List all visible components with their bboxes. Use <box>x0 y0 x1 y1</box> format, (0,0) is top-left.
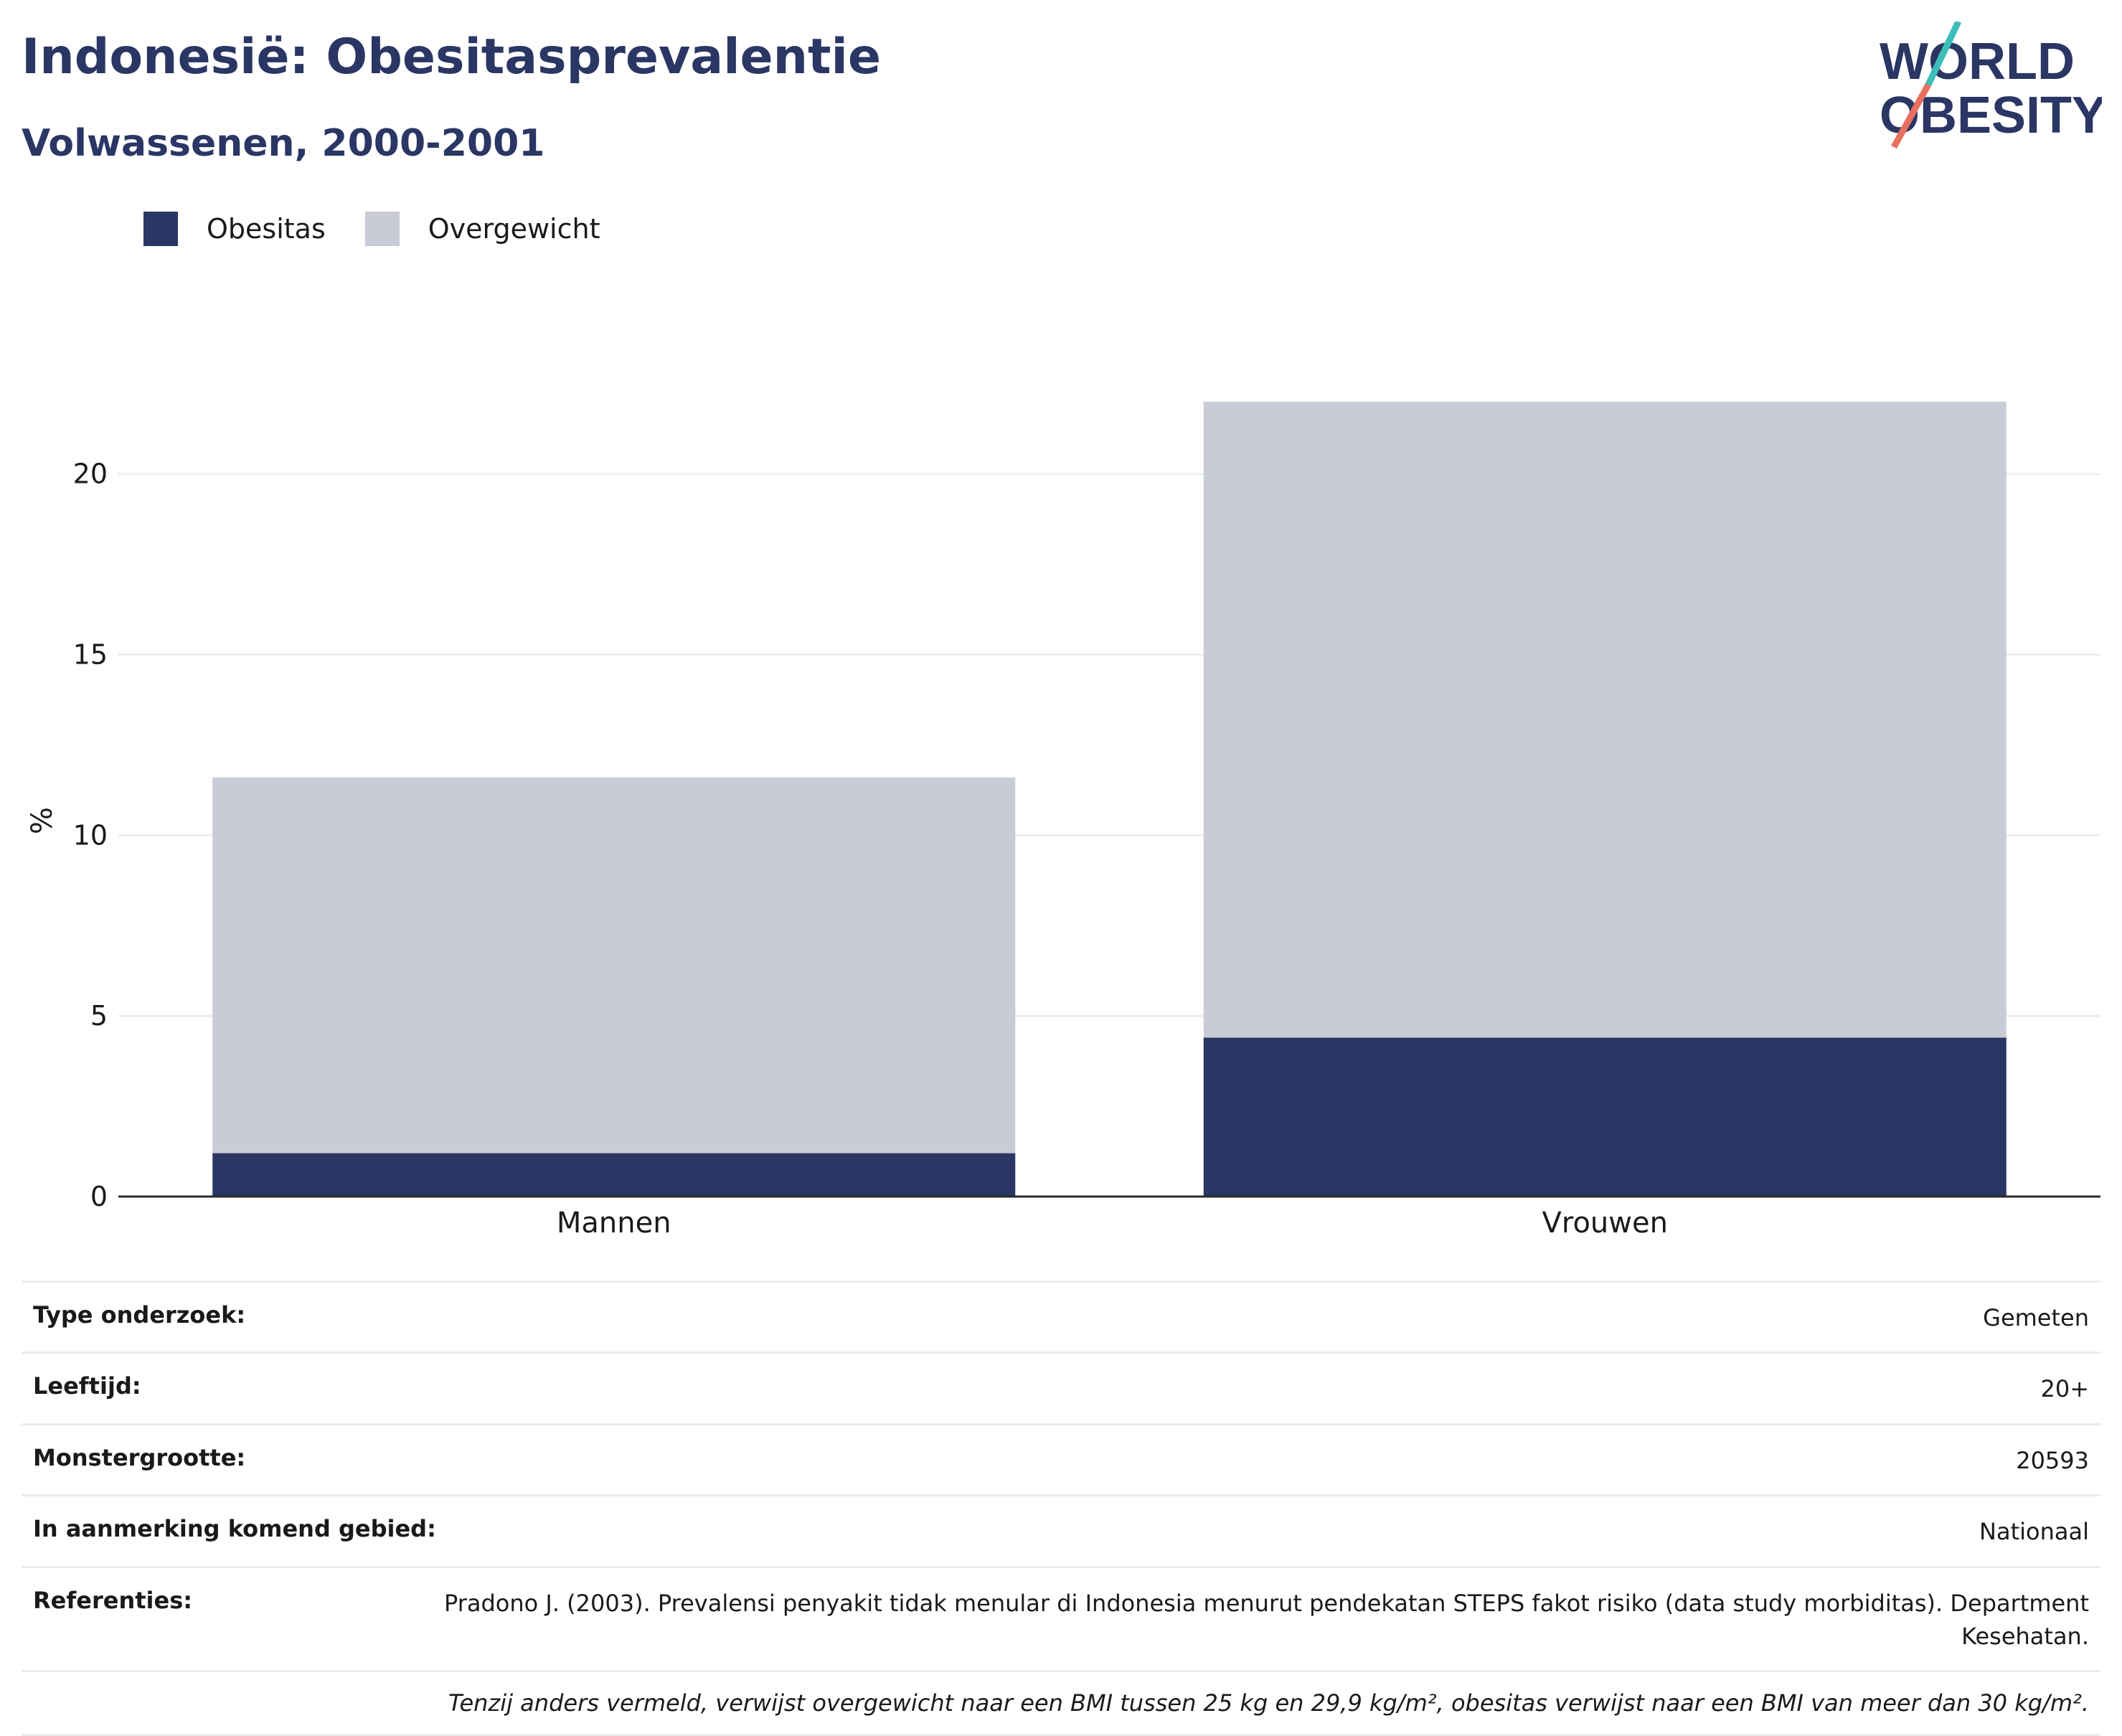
legend-swatch-overweight <box>364 212 400 246</box>
legend-swatch-obesity <box>143 212 178 246</box>
info-label: Monstergrootte: <box>33 1443 246 1471</box>
info-label: Referenties: <box>33 1586 193 1614</box>
bar-obesity-mannen <box>212 1153 1016 1197</box>
info-row-references: Referenties: Pradono J. (2003). Prevalen… <box>22 1565 2100 1671</box>
x-tick-label: Mannen <box>557 1207 671 1240</box>
y-tick-label: 15 <box>73 639 108 671</box>
page-subtitle: Volwassenen, 2000-2001 <box>22 122 545 165</box>
info-value: Pradono J. (2003). Prevalensi penyakit t… <box>443 1589 2089 1650</box>
y-axis-label: % <box>26 807 59 834</box>
info-row-sample-size: Monstergrootte: 20593 <box>22 1423 2100 1494</box>
info-value: Nationaal <box>1979 1518 2089 1546</box>
info-row-area: In aanmerking komend gebied: Nationaal <box>22 1494 2100 1565</box>
bar-overweight-mannen <box>212 777 1016 1154</box>
world-obesity-logo: WORLD OBESITY <box>1880 22 2102 149</box>
legend-item-obesity[interactable]: Obesitas <box>143 212 326 246</box>
svg-text:OBESITY: OBESITY <box>1880 87 2102 144</box>
y-tick-label: 0 <box>90 1181 108 1212</box>
legend-item-overweight[interactable]: Overgewicht <box>364 212 600 246</box>
info-row-age: Leeftijd: 20+ <box>22 1351 2100 1423</box>
info-row-survey-type: Type onderzoek: Gemeten <box>22 1280 2100 1351</box>
info-value: 20+ <box>2040 1375 2089 1403</box>
legend-label-overweight: Overgewicht <box>428 213 600 245</box>
bar-obesity-vrouwen <box>1203 1037 2007 1197</box>
info-label: Type onderzoek: <box>33 1301 246 1329</box>
y-tick-label: 10 <box>73 819 108 851</box>
info-value: 20593 <box>2016 1446 2089 1474</box>
page-title: Indonesië: Obesitasprevalentie <box>22 29 881 85</box>
info-table: Type onderzoek: Gemeten Leeftijd: 20+ Mo… <box>22 1280 2100 1736</box>
y-tick-label: 20 <box>73 458 108 490</box>
bar-chart: 0 5 10 15 20% Mannen Vrouwen <box>26 402 2100 1240</box>
x-tick-label: Vrouwen <box>1542 1207 1668 1240</box>
bar-overweight-vrouwen <box>1203 402 2007 1038</box>
info-value: Gemeten <box>1983 1304 2089 1331</box>
y-tick-label: 5 <box>90 1000 108 1032</box>
info-label: In aanmerking komend gebied: <box>33 1515 436 1543</box>
svg-text:WORLD: WORLD <box>1880 33 2075 90</box>
definition-note: Tenzij anders vermeld, verwijst overgewi… <box>22 1670 2100 1736</box>
info-label: Leeftijd: <box>33 1372 141 1400</box>
legend-label-obesity: Obesitas <box>207 213 326 245</box>
chart-legend: Obesitas Overgewicht <box>143 212 640 246</box>
